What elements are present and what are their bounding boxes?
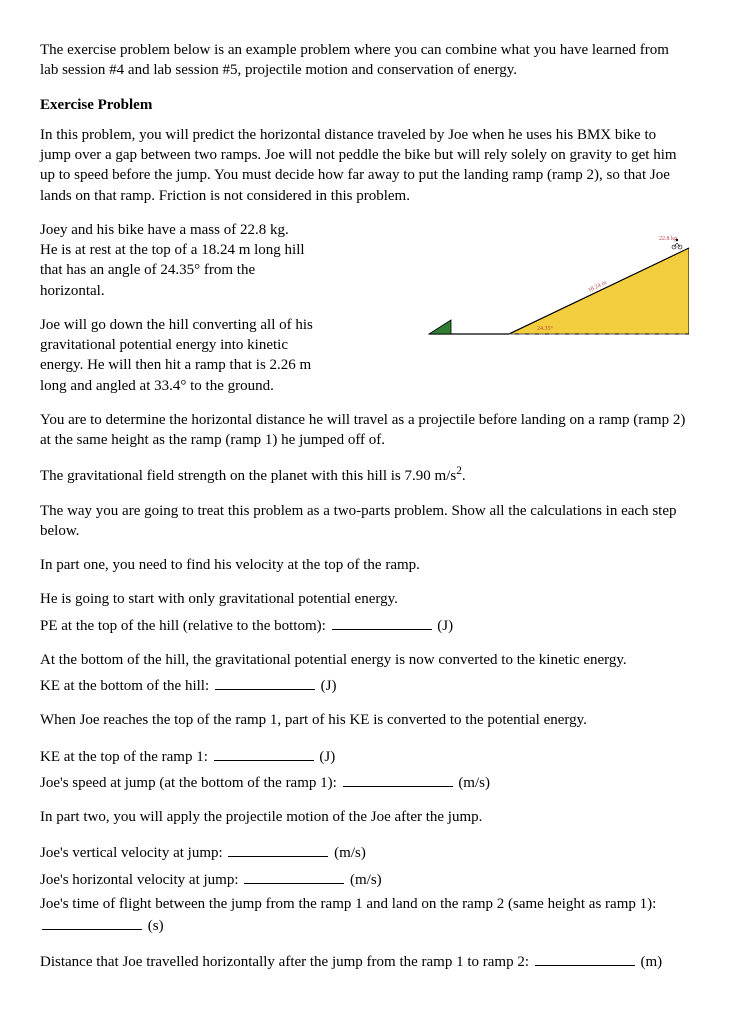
- hill-diagram-svg: 24.35° 18.24 m 22.8 kg: [389, 224, 689, 354]
- hvel-line: Joe's horizontal velocity at jump: (m/s): [40, 868, 689, 890]
- angle-label: 24.35°: [537, 325, 554, 332]
- ke-bottom-blank[interactable]: [215, 674, 315, 690]
- ke-bottom-label: KE at the bottom of the hill:: [40, 678, 213, 694]
- vvel-line: Joe's vertical velocity at jump: (m/s): [40, 841, 689, 863]
- ke-bottom-line: KE at the bottom of the hill: (J): [40, 674, 689, 696]
- ke-ramp-unit: (J): [319, 749, 335, 765]
- pe-line: PE at the top of the hill (relative to t…: [40, 614, 689, 636]
- dist-unit: (m): [641, 954, 663, 970]
- ke-ramp-intro: When Joe reaches the top of the ramp 1, …: [40, 710, 689, 730]
- section-heading: Exercise Problem: [40, 95, 689, 115]
- part1-intro: In part one, you need to find his veloci…: [40, 555, 689, 575]
- intro-paragraph: The exercise problem below is an example…: [40, 40, 689, 81]
- ramp-line2: gravitational potential energy into kine…: [40, 337, 288, 353]
- tof-unit: (s): [148, 918, 164, 934]
- hill-line4: horizontal.: [40, 283, 105, 299]
- ramp-line4: long and angled at 33.4° to the ground.: [40, 378, 274, 394]
- twoparts-paragraph: The way you are going to treat this prob…: [40, 501, 689, 542]
- hill-line3: that has an angle of 24.35° from the: [40, 262, 255, 278]
- hill-figure: 24.35° 18.24 m 22.8 kg: [389, 224, 689, 354]
- tof-line: Joe's time of flight between the jump fr…: [40, 894, 689, 937]
- hill-line1: Joey and his bike have a mass of 22.8 kg…: [40, 222, 289, 238]
- hvel-blank[interactable]: [244, 868, 344, 884]
- pe-blank[interactable]: [332, 614, 432, 630]
- mass-label: 22.8 kg: [659, 236, 677, 242]
- gravity-text: The gravitational field strength on the …: [40, 468, 456, 484]
- wrapped-figure-block: 24.35° 18.24 m 22.8 kg Joey and his bike…: [40, 220, 689, 410]
- part2-intro: In part two, you will apply the projecti…: [40, 807, 689, 827]
- pe-label: PE at the top of the hill (relative to t…: [40, 618, 330, 634]
- hill-line2: He is at rest at the top of a 18.24 m lo…: [40, 242, 305, 258]
- vvel-blank[interactable]: [228, 841, 328, 857]
- ke-bottom-unit: (J): [321, 678, 337, 694]
- pe-unit: (J): [437, 618, 453, 634]
- speed-blank[interactable]: [343, 771, 453, 787]
- gravity-post: .: [462, 468, 466, 484]
- speed-label: Joe's speed at jump (at the bottom of th…: [40, 775, 341, 791]
- tof-blank[interactable]: [42, 914, 142, 930]
- speed-unit: (m/s): [458, 775, 490, 791]
- hvel-unit: (m/s): [350, 872, 382, 888]
- ke-ramp-label: KE at the top of the ramp 1:: [40, 749, 212, 765]
- ke-ramp-line: KE at the top of the ramp 1: (J): [40, 745, 689, 767]
- vvel-unit: (m/s): [334, 845, 366, 861]
- dist-line: Distance that Joe travelled horizontally…: [40, 950, 689, 972]
- speed-line: Joe's speed at jump (at the bottom of th…: [40, 771, 689, 793]
- dist-blank[interactable]: [535, 950, 635, 966]
- vvel-label: Joe's vertical velocity at jump:: [40, 845, 226, 861]
- task-paragraph: You are to determine the horizontal dist…: [40, 410, 689, 451]
- ke-conv-paragraph: At the bottom of the hill, the gravitati…: [40, 650, 689, 670]
- ramp-line3: energy. He will then hit a ramp that is …: [40, 357, 311, 373]
- ramp2-triangle: [429, 320, 451, 334]
- gravity-paragraph: The gravitational field strength on the …: [40, 464, 689, 486]
- tof-label: Joe's time of flight between the jump fr…: [40, 896, 656, 912]
- dist-label: Distance that Joe travelled horizontally…: [40, 954, 533, 970]
- ke-ramp-blank[interactable]: [214, 745, 314, 761]
- ramp-line1: Joe will go down the hill converting all…: [40, 317, 313, 333]
- setup-paragraph: In this problem, you will predict the ho…: [40, 125, 689, 206]
- hvel-label: Joe's horizontal velocity at jump:: [40, 872, 242, 888]
- pe-intro: He is going to start with only gravitati…: [40, 589, 689, 609]
